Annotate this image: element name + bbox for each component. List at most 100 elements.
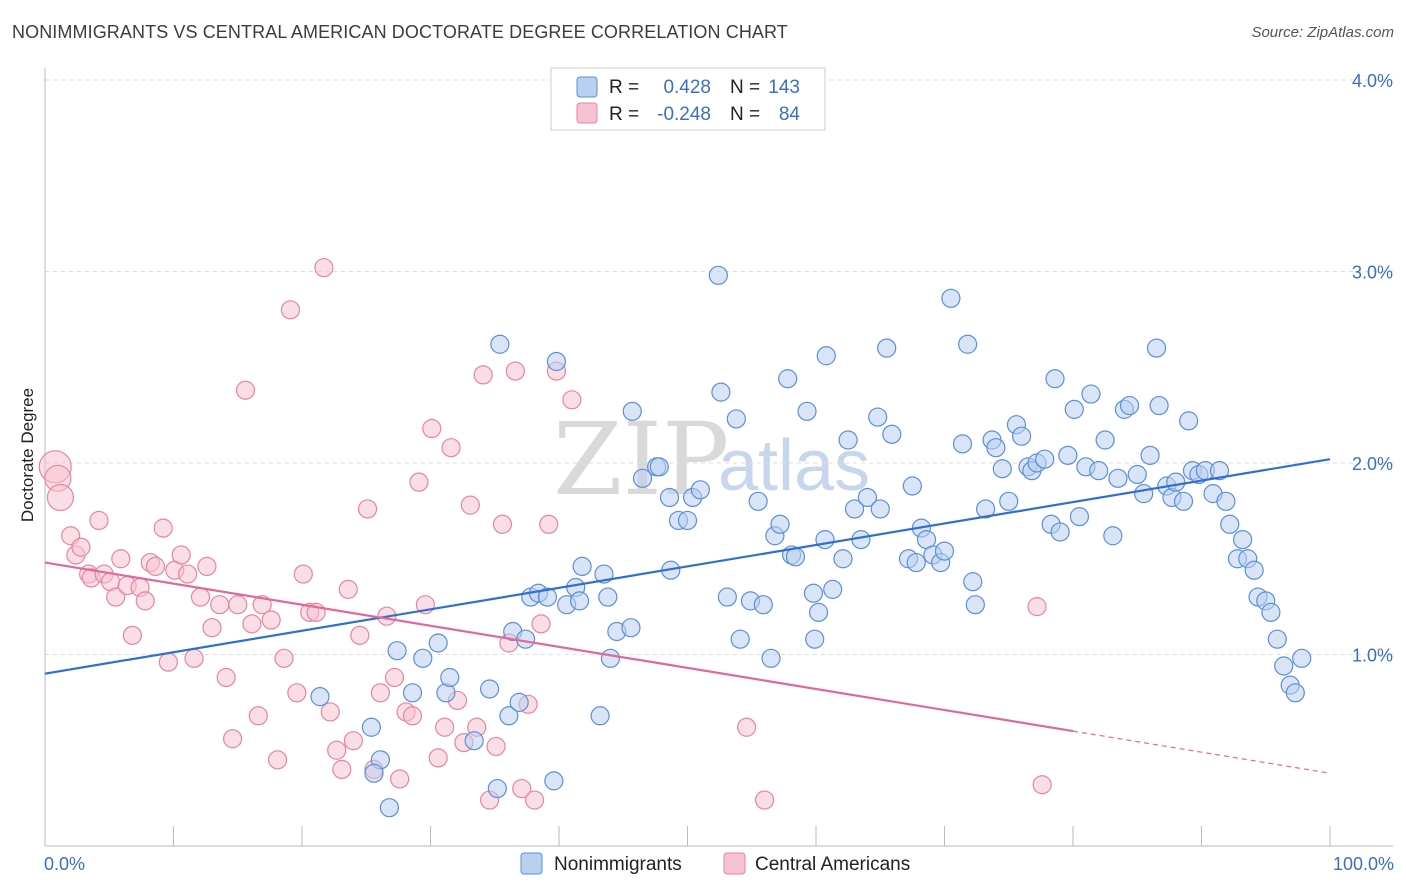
- x-tick-label-min: 0.0%: [44, 854, 85, 874]
- nonimmigrants-point: [481, 680, 499, 698]
- nonimmigrants-point: [993, 460, 1011, 478]
- nonimmigrants-point: [810, 603, 828, 621]
- nonimmigrants-point: [1141, 446, 1159, 464]
- central-americans-point: [386, 668, 404, 686]
- central-americans-point: [72, 538, 90, 556]
- central-americans-point: [359, 500, 377, 518]
- central-americans-point: [224, 730, 242, 748]
- central-americans-point: [371, 684, 389, 702]
- nonimmigrants-point: [1051, 523, 1069, 541]
- nonimmigrants-point: [661, 488, 679, 506]
- legend-r-label-2: R =: [609, 104, 639, 125]
- nonimmigrants-point: [517, 630, 535, 648]
- central-americans-point: [328, 741, 346, 759]
- bottom-legend-swatch-pink: [724, 853, 745, 874]
- central-americans-point: [738, 718, 756, 736]
- nonimmigrants-point: [429, 634, 447, 652]
- legend-n-value-2: 84: [779, 104, 801, 125]
- central-americans-point: [249, 707, 267, 725]
- nonimmigrants-point: [1059, 446, 1077, 464]
- nonimmigrants-point: [1167, 473, 1185, 491]
- central-americans-point: [236, 381, 254, 399]
- central-americans-point: [461, 496, 479, 514]
- y-tick-label: 2.0%: [1352, 454, 1393, 474]
- central-americans-point: [172, 546, 190, 564]
- nonimmigrants-point: [679, 511, 697, 529]
- nonimmigrants-point: [1013, 427, 1031, 445]
- nonimmigrants-point: [1104, 527, 1122, 545]
- y-tick-labels: 1.0% 2.0% 3.0% 4.0%: [1352, 71, 1393, 666]
- bottom-legend-nonimmigrants: Nonimmigrants: [554, 854, 682, 875]
- nonimmigrants-point: [488, 780, 506, 798]
- nonimmigrants-point: [727, 410, 745, 428]
- nonimmigrants-point: [824, 580, 842, 598]
- central-americans-point: [229, 596, 247, 614]
- legend-n-value-1: 143: [768, 77, 800, 98]
- nonimmigrants-point: [709, 266, 727, 284]
- central-americans-point: [540, 515, 558, 533]
- nonimmigrants-point: [871, 500, 889, 518]
- central-americans-point: [436, 718, 454, 736]
- central-americans-point: [294, 565, 312, 583]
- y-tick-label: 1.0%: [1352, 646, 1393, 666]
- nonimmigrants-point: [1046, 370, 1064, 388]
- bottom-legend-swatch-blue: [521, 853, 542, 874]
- central-americans-point: [339, 580, 357, 598]
- nonimmigrants-point: [779, 370, 797, 388]
- nonimmigrants-point: [834, 550, 852, 568]
- legend-r-value-2: -0.248: [657, 104, 711, 125]
- nonimmigrants-point: [573, 557, 591, 575]
- nonimmigrants-point: [1245, 561, 1263, 579]
- nonimmigrants-point: [1082, 385, 1100, 403]
- nonimmigrants-point: [1293, 649, 1311, 667]
- nonimmigrants-point: [465, 732, 483, 750]
- nonimmigrants-point: [907, 554, 925, 572]
- central-americans-point: [112, 550, 130, 568]
- nonimmigrants-point: [1262, 603, 1280, 621]
- central-americans-point: [179, 565, 197, 583]
- central-americans-point: [154, 519, 172, 537]
- legend-r-label-1: R =: [609, 77, 639, 98]
- nonimmigrants-point: [491, 335, 509, 353]
- central-americans-point: [47, 484, 73, 510]
- central-americans-point: [351, 626, 369, 644]
- nonimmigrants-point: [591, 707, 609, 725]
- nonimmigrants-point: [1221, 515, 1239, 533]
- central-americans-point: [1033, 776, 1051, 794]
- central-americans-point: [344, 732, 362, 750]
- y-tick-label: 3.0%: [1352, 263, 1393, 283]
- nonimmigrants-point: [953, 435, 971, 453]
- nonimmigrants-point: [1065, 400, 1083, 418]
- nonimmigrants-point: [1096, 431, 1114, 449]
- nonimmigrants-point: [691, 481, 709, 499]
- nonimmigrants-point: [804, 584, 822, 602]
- watermark-zip: ZIP: [553, 401, 729, 518]
- central-americans-point: [198, 557, 216, 575]
- nonimmigrants-point: [806, 630, 824, 648]
- nonimmigrants-point: [959, 335, 977, 353]
- nonimmigrants-point: [1128, 465, 1146, 483]
- nonimmigrants-point: [878, 339, 896, 357]
- y-tick-label: 4.0%: [1352, 71, 1393, 91]
- y-axis-label: Doctorate Degree: [18, 388, 37, 522]
- central-americans-point: [532, 615, 550, 633]
- central-americans-point: [315, 259, 333, 277]
- central-americans-point: [288, 684, 306, 702]
- nonimmigrants-point: [754, 596, 772, 614]
- nonimmigrants-point: [1121, 397, 1139, 415]
- bottom-legend-central-americans: Central Americans: [755, 854, 910, 875]
- central-americans-point: [191, 588, 209, 606]
- central-americans-point: [211, 596, 229, 614]
- nonimmigrants-point: [1268, 630, 1286, 648]
- central-americans-point: [136, 592, 154, 610]
- nonimmigrants-point: [1286, 684, 1304, 702]
- nonimmigrants-point: [404, 684, 422, 702]
- central-americans-point: [423, 420, 441, 438]
- nonimmigrants-point: [545, 772, 563, 790]
- nonimmigrants-point: [839, 431, 857, 449]
- central-americans-point: [487, 737, 505, 755]
- central-americans-point: [526, 791, 544, 809]
- central-americans-point: [262, 611, 280, 629]
- nonimmigrants-point: [798, 402, 816, 420]
- nonimmigrants-point: [362, 718, 380, 736]
